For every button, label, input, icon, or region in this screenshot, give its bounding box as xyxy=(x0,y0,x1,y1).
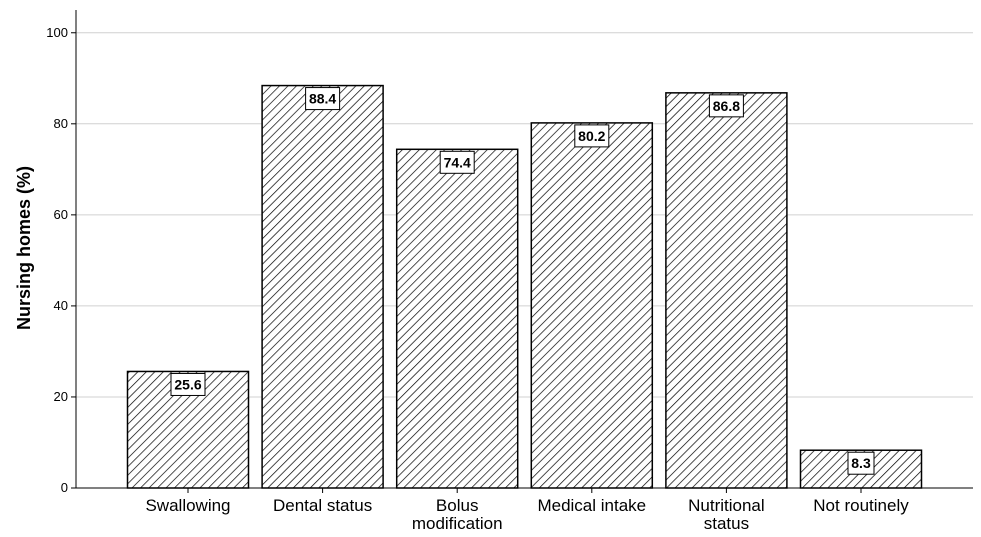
bars xyxy=(126,84,923,489)
labels: 0 20 40 60 80 100 25.6 Swallowing 88.4 Dental sta… xyxy=(46,25,909,533)
bar xyxy=(665,92,788,489)
gridlines xyxy=(76,32,973,398)
axes xyxy=(71,10,973,493)
data-label: 74.4 xyxy=(444,154,471,170)
bar xyxy=(261,84,384,489)
x-tick-label: Bolus modification xyxy=(412,496,503,532)
data-label-box xyxy=(439,150,475,174)
data-label-box xyxy=(847,451,875,475)
x-tick-label: Nutritional status xyxy=(688,496,765,532)
bar xyxy=(395,148,519,489)
y-tick-label: 20 xyxy=(54,389,68,404)
data-label-box xyxy=(574,124,610,148)
data-label-box xyxy=(170,372,206,396)
y-tick-label: 80 xyxy=(54,116,68,131)
y-tick-label: 100 xyxy=(46,25,68,40)
y-tick-label: 40 xyxy=(54,298,68,313)
y-tick-label: 60 xyxy=(54,207,68,222)
bar xyxy=(530,122,654,489)
data-label: 25.6 xyxy=(174,376,201,392)
y-axis-title: Nursing homes (%) xyxy=(14,166,34,330)
x-tick-label: Medical intake xyxy=(537,496,646,515)
data-label: 80.2 xyxy=(578,128,605,144)
data-label: 88.4 xyxy=(309,91,336,107)
x-tick-label: Dental status xyxy=(273,496,372,515)
y-tick-label: 0 xyxy=(61,480,68,495)
data-label-box xyxy=(708,94,744,118)
x-tick-label: Swallowing xyxy=(145,496,230,515)
data-label-box xyxy=(305,87,341,111)
x-tick-label: Not routinely xyxy=(813,496,909,515)
data-label: 86.8 xyxy=(713,98,740,114)
data-label: 8.3 xyxy=(851,455,871,471)
